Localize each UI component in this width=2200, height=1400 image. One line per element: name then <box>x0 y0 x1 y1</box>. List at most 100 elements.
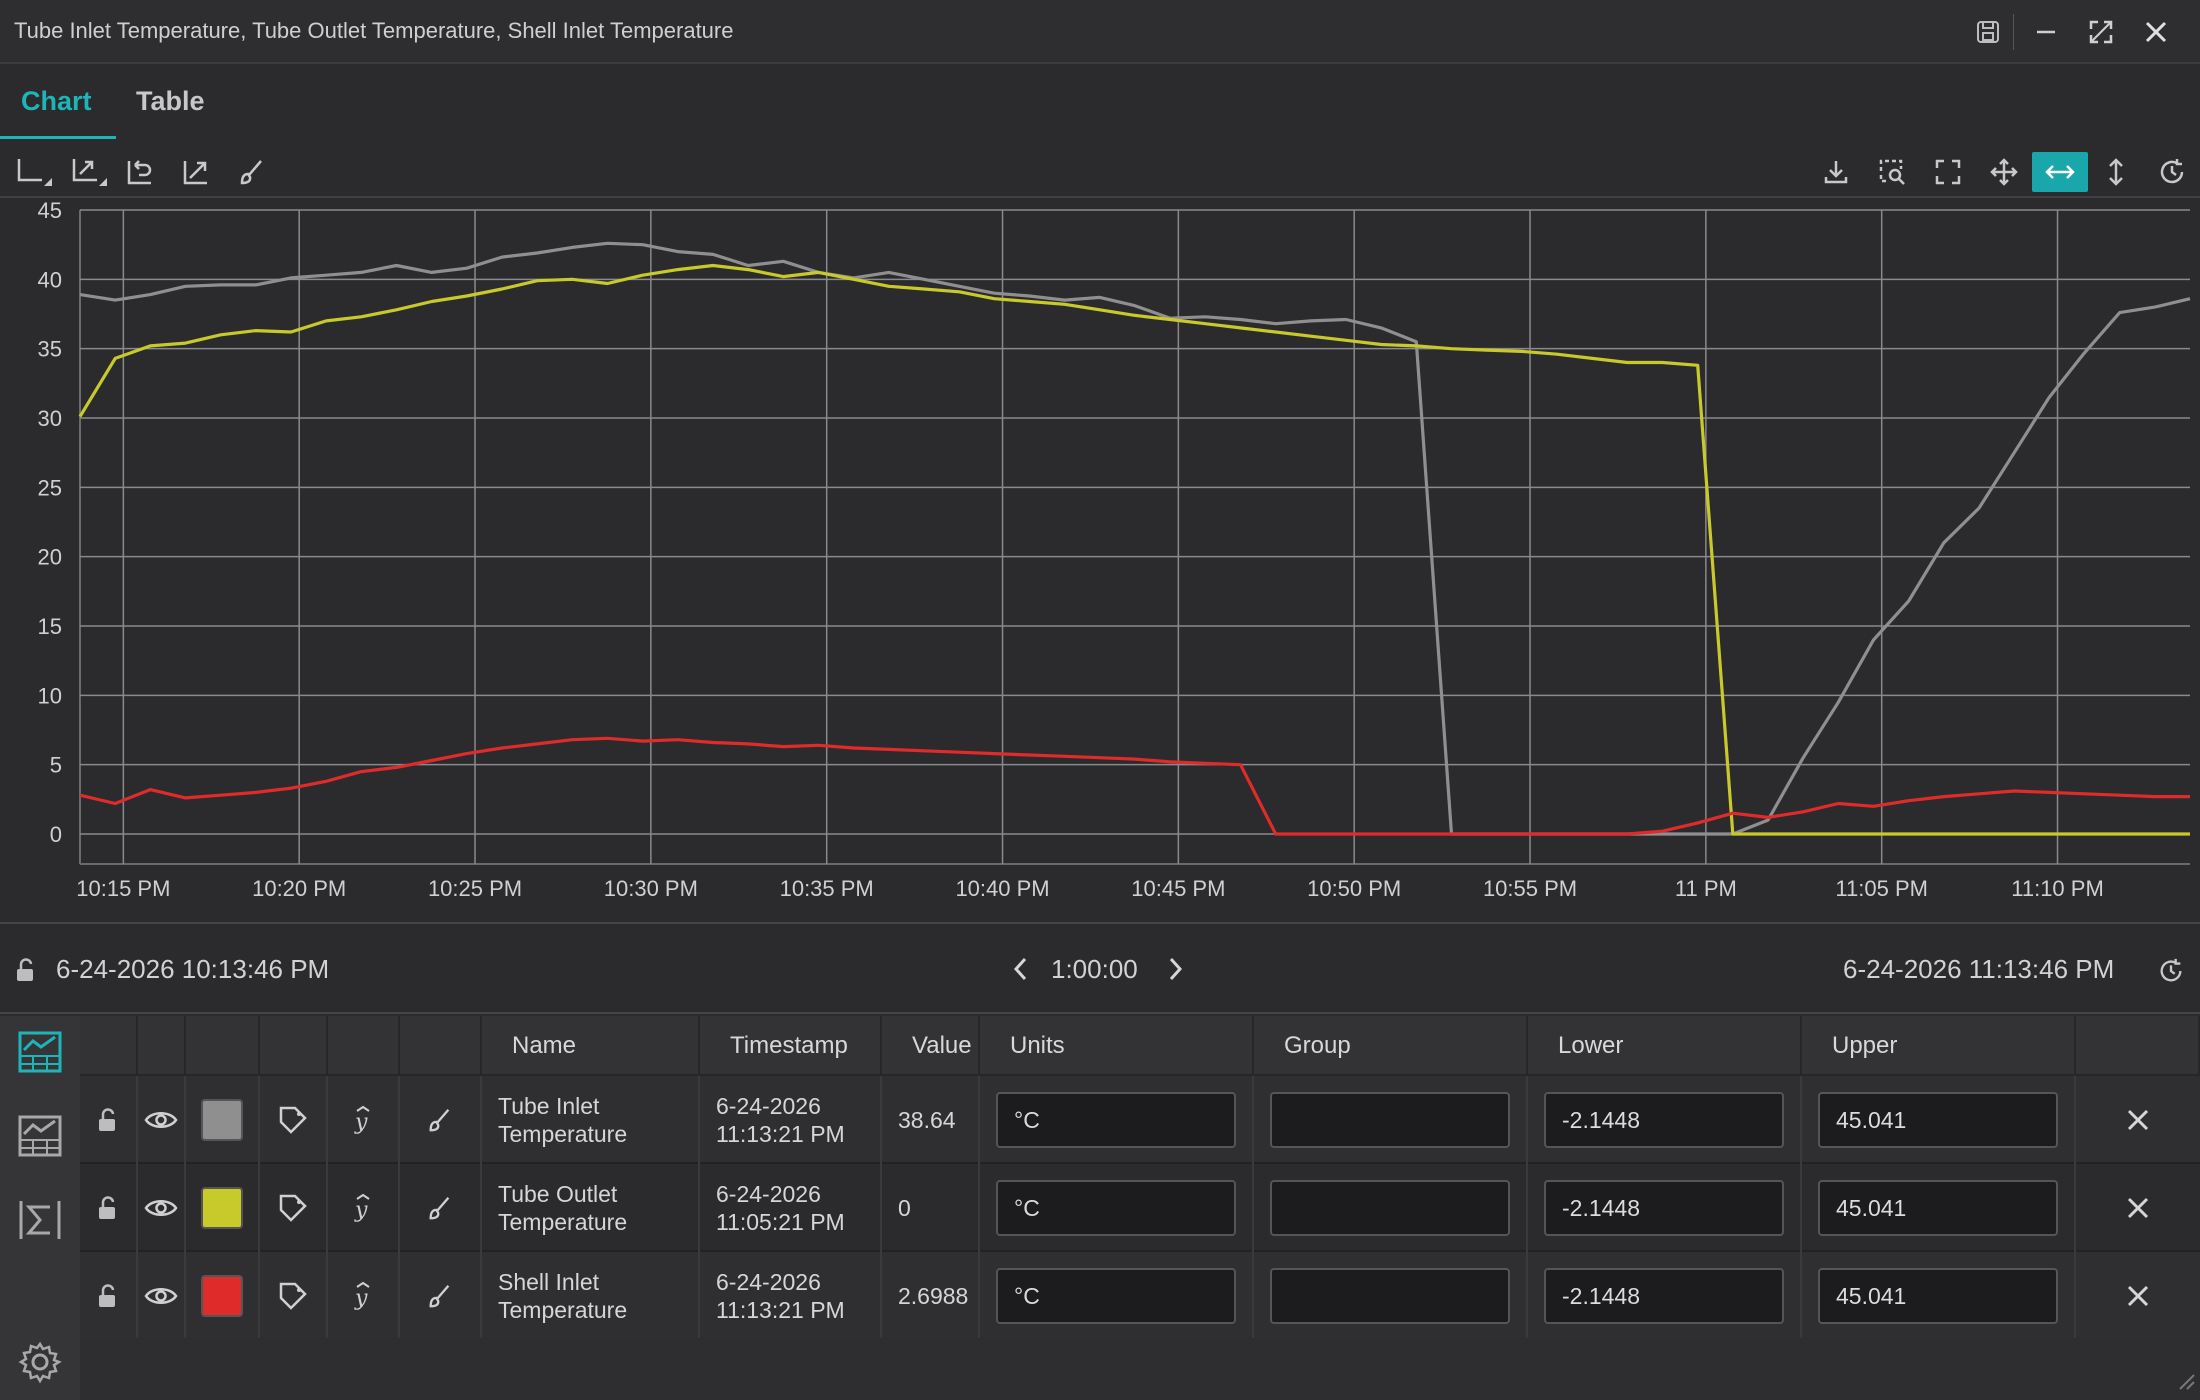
header-upper[interactable]: Upper <box>1802 1016 2076 1076</box>
header-value[interactable]: Value <box>882 1016 980 1076</box>
range-start-time[interactable]: 6-24-2026 10:13:46 PM <box>56 954 330 984</box>
units-field[interactable]: °C <box>996 1268 1236 1324</box>
brush-icon[interactable] <box>232 152 272 192</box>
color-swatch[interactable] <box>201 1275 243 1317</box>
table-footer <box>80 1338 2200 1400</box>
remove-row-icon[interactable] <box>2076 1252 2200 1340</box>
row-color-swatch[interactable] <box>186 1164 260 1252</box>
resize-handle-icon[interactable] <box>2176 1371 2196 1396</box>
timestamp-date: 6-24-2026 <box>716 1093 821 1119</box>
x-tick-label: 11 PM <box>1675 876 1737 901</box>
header-units[interactable]: Units <box>980 1016 1254 1076</box>
vertical-zoom-icon[interactable] <box>2096 152 2136 192</box>
value-text: 0 <box>898 1195 911 1221</box>
row-color-swatch[interactable] <box>186 1076 260 1164</box>
group-field[interactable] <box>1270 1092 1510 1148</box>
horizontal-zoom-icon[interactable] <box>2032 152 2088 192</box>
row-eye-icon[interactable] <box>138 1252 186 1340</box>
y-tick-label: 15 <box>38 614 62 639</box>
lower-field[interactable]: -2.1448 <box>1544 1268 1784 1324</box>
header-group[interactable]: Group <box>1254 1016 1528 1076</box>
grid-panel-icon[interactable] <box>14 1110 66 1162</box>
minimize-icon[interactable] <box>2028 14 2064 50</box>
row-color-swatch[interactable] <box>186 1252 260 1340</box>
range-end-time[interactable]: 6-24-2026 11:13:46 PM <box>1843 954 2115 984</box>
header-lower[interactable]: Lower <box>1528 1016 1802 1076</box>
row-lock-icon[interactable] <box>80 1076 138 1164</box>
undo-zoom-icon[interactable] <box>120 152 160 192</box>
download-icon[interactable] <box>1816 152 1856 192</box>
axis-icon[interactable] <box>14 152 54 192</box>
name-line-1: Tube Outlet <box>498 1181 618 1207</box>
timestamp-time: 11:05:21 PM <box>716 1209 845 1235</box>
header-lock <box>80 1016 138 1076</box>
chart-grid <box>79 209 2190 865</box>
row-eye-icon[interactable] <box>138 1164 186 1252</box>
start-lock-icon[interactable] <box>12 956 40 984</box>
upper-field[interactable]: 45.041 <box>1818 1180 2058 1236</box>
save-icon[interactable] <box>1970 14 2006 50</box>
row-tag-icon[interactable] <box>260 1076 328 1164</box>
settings-gear-icon[interactable] <box>14 1336 66 1388</box>
auto-scale-icon[interactable] <box>69 152 109 192</box>
y-tick-label: 10 <box>38 683 62 708</box>
row-group-cell <box>1254 1252 1528 1340</box>
header-style <box>400 1016 482 1076</box>
range-prev-icon[interactable] <box>1006 954 1036 984</box>
svg-text:y: y <box>354 1198 368 1223</box>
row-value: 2.6988 <box>882 1252 980 1340</box>
color-swatch[interactable] <box>201 1099 243 1141</box>
remove-row-icon[interactable] <box>2076 1076 2200 1164</box>
row-timestamp: 6-24-2026 11:05:21 PM <box>700 1164 882 1252</box>
row-tag-icon[interactable] <box>260 1164 328 1252</box>
tab-chart[interactable]: Chart <box>21 86 92 116</box>
zoom-select-icon[interactable] <box>1872 152 1912 192</box>
tab-table[interactable]: Table <box>136 86 205 116</box>
trend-chart[interactable]: 0 5 10 15 20 25 30 35 40 45 10:15 PM 10:20 PM 10:25… <box>0 200 2200 920</box>
lower-field[interactable]: -2.1448 <box>1544 1092 1784 1148</box>
header-visibility <box>138 1016 186 1076</box>
row-tag-icon[interactable] <box>260 1252 328 1340</box>
row-name: Tube Inlet Temperature <box>482 1076 700 1164</box>
row-brush-icon[interactable] <box>400 1252 482 1340</box>
x-tick-label: 10:35 PM <box>780 876 874 901</box>
timestamp-time: 11:13:21 PM <box>716 1297 845 1323</box>
group-field[interactable] <box>1270 1180 1510 1236</box>
row-axis-icon[interactable]: y <box>328 1252 400 1340</box>
statistics-icon[interactable] <box>14 1194 66 1246</box>
trend-panel-icon[interactable] <box>14 1026 66 1078</box>
fullscreen-icon[interactable] <box>1928 152 1968 192</box>
pan-icon[interactable] <box>1984 152 2024 192</box>
time-range-bar: 6-24-2026 10:13:46 PM 1:00:00 6-24-2026 … <box>0 922 2200 1014</box>
group-field[interactable] <box>1270 1268 1510 1324</box>
range-duration[interactable]: 1:00:00 <box>1051 954 1138 984</box>
remove-row-icon[interactable] <box>2076 1164 2200 1252</box>
range-next-icon[interactable] <box>1160 954 1190 984</box>
header-timestamp[interactable]: Timestamp <box>700 1016 882 1076</box>
header-name[interactable]: Name <box>482 1016 700 1076</box>
fit-icon[interactable] <box>176 152 216 192</box>
timestamp-time: 11:13:21 PM <box>716 1121 845 1147</box>
close-window-icon[interactable] <box>2138 14 2174 50</box>
series-line <box>79 241 2191 836</box>
units-field[interactable]: °C <box>996 1092 1236 1148</box>
row-lock-icon[interactable] <box>80 1164 138 1252</box>
header-axis <box>328 1016 400 1076</box>
row-brush-icon[interactable] <box>400 1164 482 1252</box>
timestamp-date: 6-24-2026 <box>716 1269 821 1295</box>
units-field[interactable]: °C <box>996 1180 1236 1236</box>
x-tick-label: 11:10 PM <box>2011 876 2104 901</box>
refresh-icon[interactable] <box>2152 152 2192 192</box>
title-bar: Tube Inlet Temperature, Tube Outlet Temp… <box>0 0 2200 64</box>
lower-field[interactable]: -2.1448 <box>1544 1180 1784 1236</box>
color-swatch[interactable] <box>201 1187 243 1229</box>
row-axis-icon[interactable]: y <box>328 1164 400 1252</box>
upper-field[interactable]: 45.041 <box>1818 1268 2058 1324</box>
row-brush-icon[interactable] <box>400 1076 482 1164</box>
live-refresh-icon[interactable] <box>2156 956 2186 986</box>
maximize-icon[interactable] <box>2083 14 2119 50</box>
upper-field[interactable]: 45.041 <box>1818 1092 2058 1148</box>
row-axis-icon[interactable]: y <box>328 1076 400 1164</box>
row-eye-icon[interactable] <box>138 1076 186 1164</box>
row-lock-icon[interactable] <box>80 1252 138 1340</box>
